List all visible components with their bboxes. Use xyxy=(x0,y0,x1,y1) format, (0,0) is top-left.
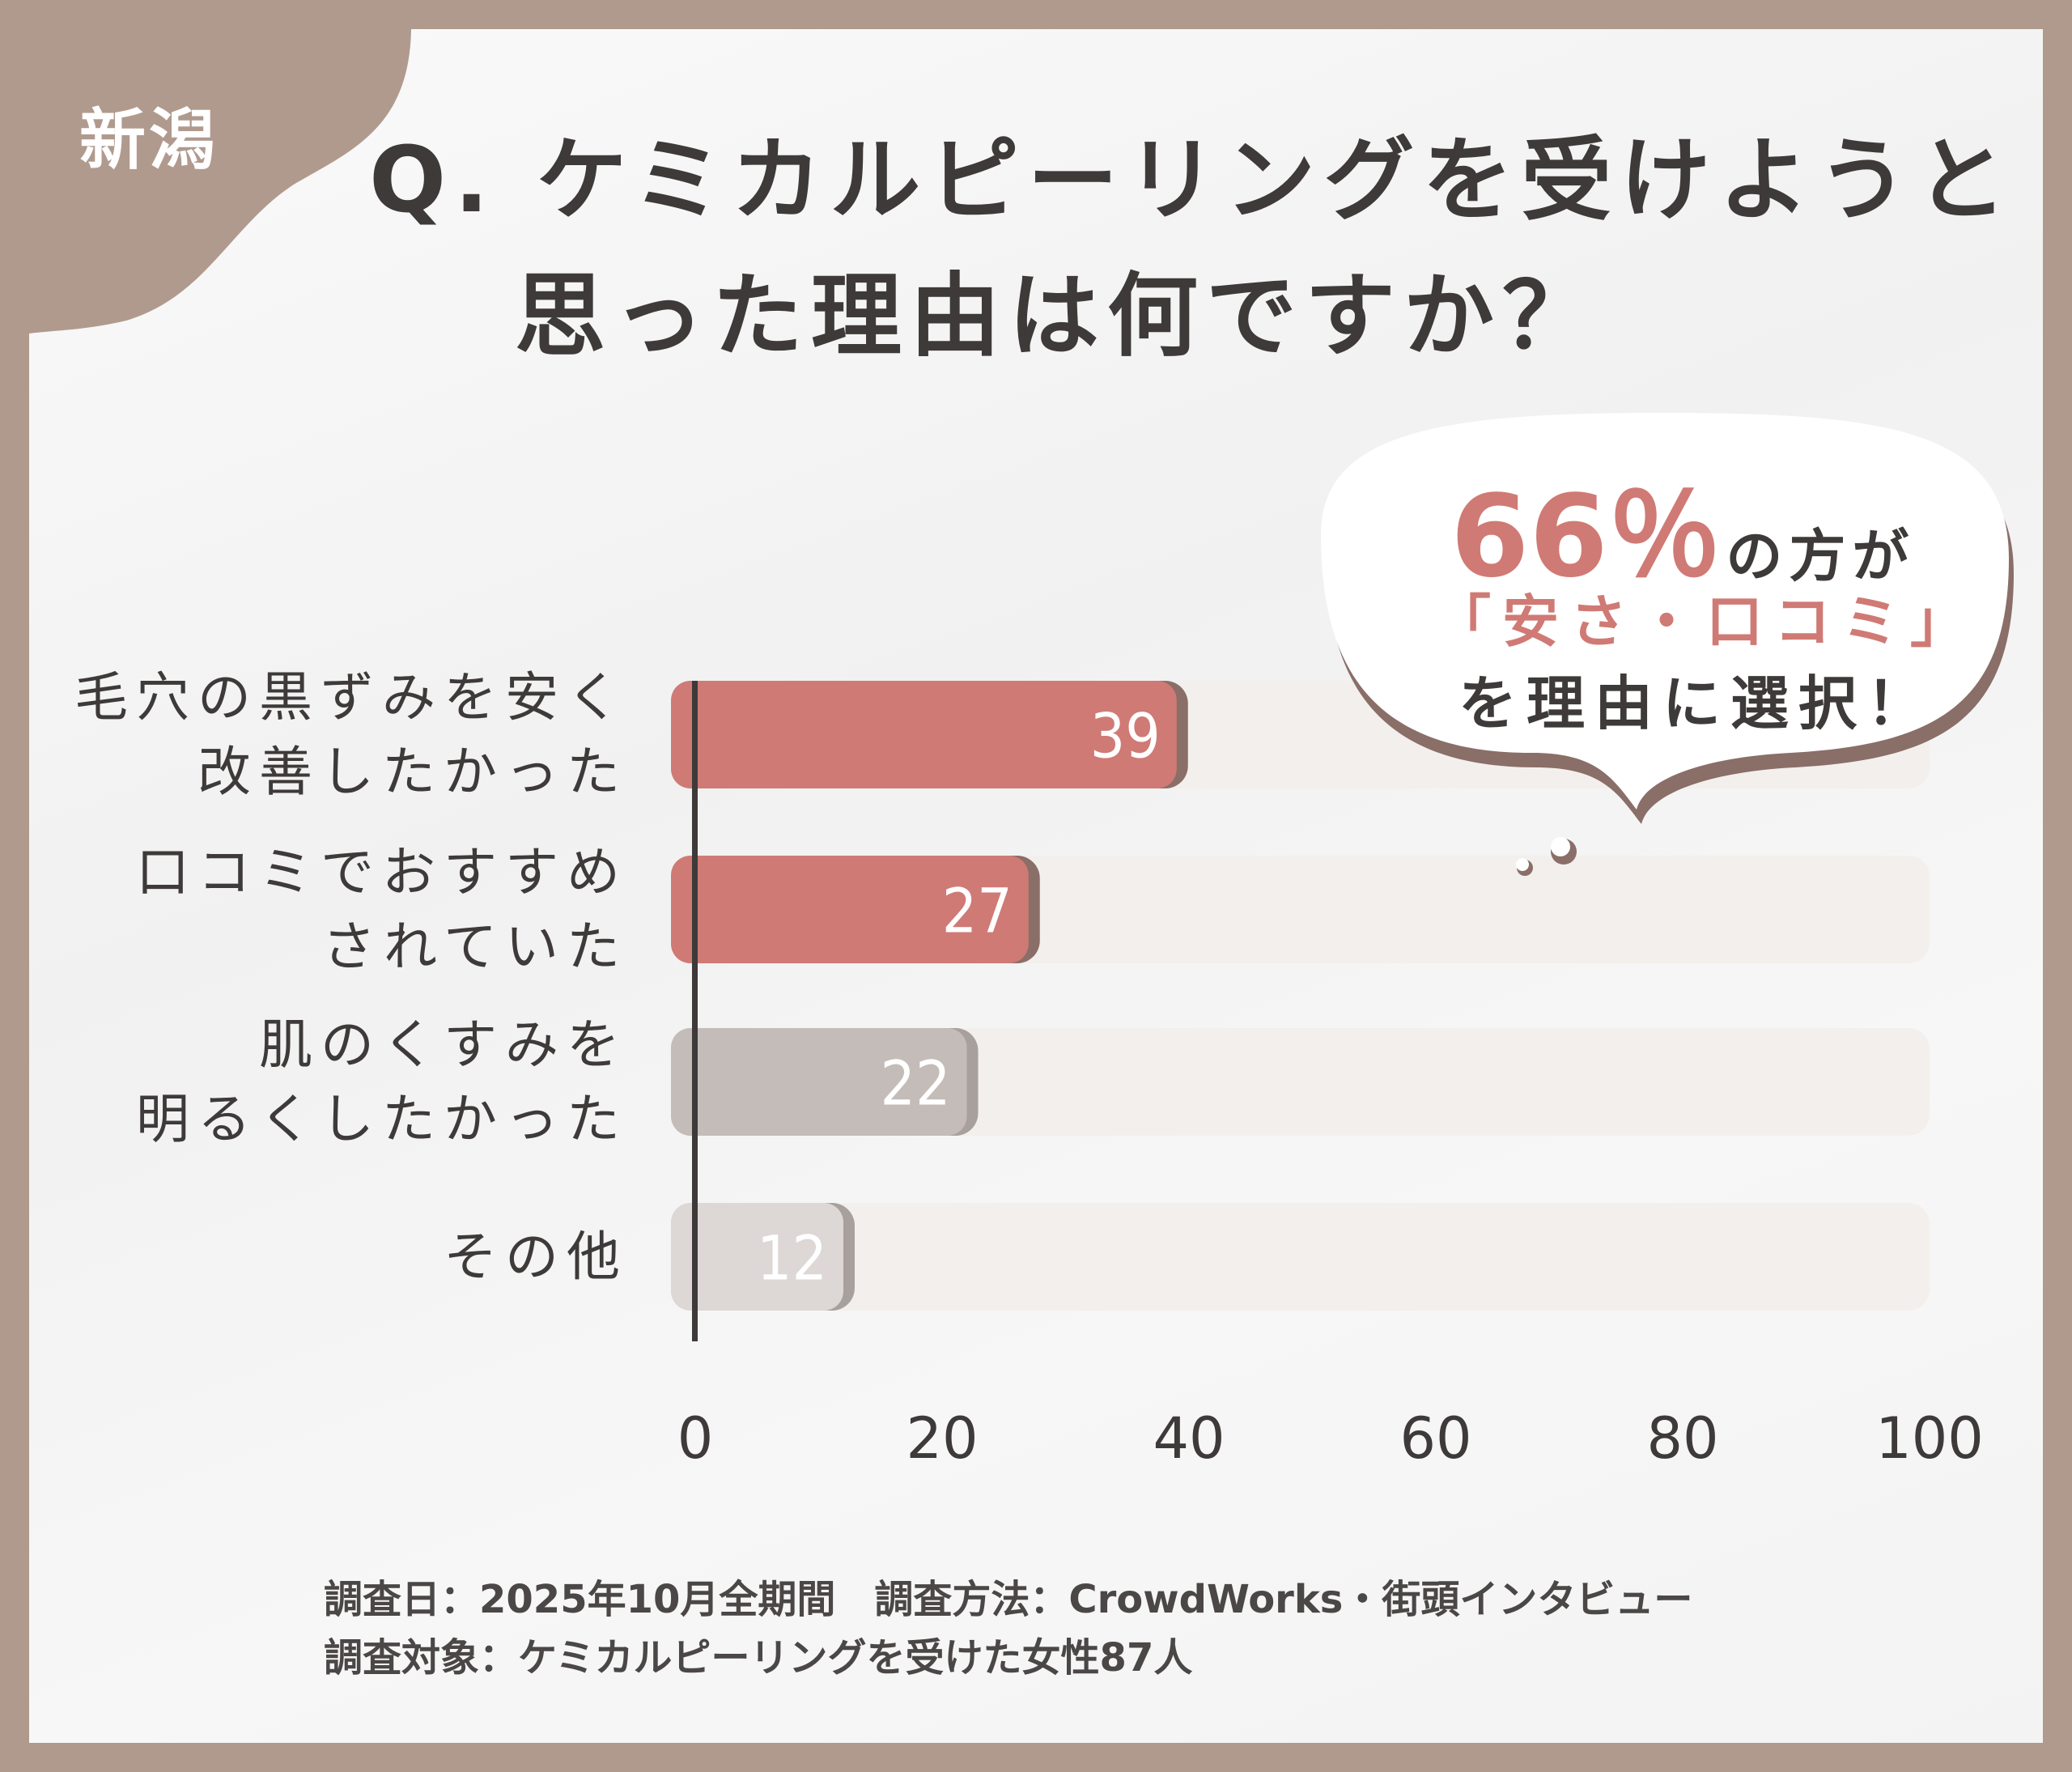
data-label: 39 xyxy=(1090,700,1161,772)
footer-survey-target: 調査対象：ケミカルピーリングを受けた女性87人 xyxy=(324,1635,1193,1681)
corner-shape xyxy=(29,29,411,334)
category-label: 肌のくすみを 明るくしたかった xyxy=(136,1013,628,1150)
callout-suffix: の方が xyxy=(1726,523,1916,589)
title-line2: 思った理由は何ですか？ xyxy=(515,264,1601,369)
bar xyxy=(671,681,1177,788)
data-label: 27 xyxy=(942,875,1013,947)
data-label: 22 xyxy=(881,1047,951,1120)
category-label: 口コミでおすすめ されていた xyxy=(136,840,628,978)
callout-percent: 66％ xyxy=(1450,471,1722,603)
y-axis-line xyxy=(692,681,698,1341)
region-label: 新潟 xyxy=(79,102,219,179)
category-label: 毛穴の黒ずみを安く 改善したかった xyxy=(74,665,628,803)
bar xyxy=(671,856,1029,963)
callout-highlight: 「安さ・口コミ」 xyxy=(1434,589,1978,655)
title-line1: Q. ケミカルピーリングを受けようと xyxy=(369,128,2015,233)
x-tick-label: 60 xyxy=(1399,1405,1472,1472)
callout-line3: を理由に選択！ xyxy=(1458,669,1935,737)
x-tick-label: 80 xyxy=(1646,1405,1719,1472)
panel: 新潟 Q. ケミカルピーリングを受けようと 思った理由は何ですか？ 39 27 22… xyxy=(29,29,2043,1743)
bar xyxy=(671,1203,843,1311)
bar xyxy=(671,1028,967,1136)
x-tick-label: 100 xyxy=(1875,1405,1984,1472)
x-tick-label: 20 xyxy=(906,1405,979,1472)
x-tick-label: 0 xyxy=(677,1405,714,1472)
x-tick-label: 40 xyxy=(1153,1405,1225,1472)
bar-track xyxy=(695,1203,1930,1311)
data-label: 12 xyxy=(757,1222,827,1294)
category-label: その他 xyxy=(444,1225,628,1288)
footer-survey-info: 調査日：2025年10月全期間 調査方法：CrowdWorks・街頭インタビュー xyxy=(324,1577,1693,1622)
bar-track xyxy=(695,1028,1930,1136)
